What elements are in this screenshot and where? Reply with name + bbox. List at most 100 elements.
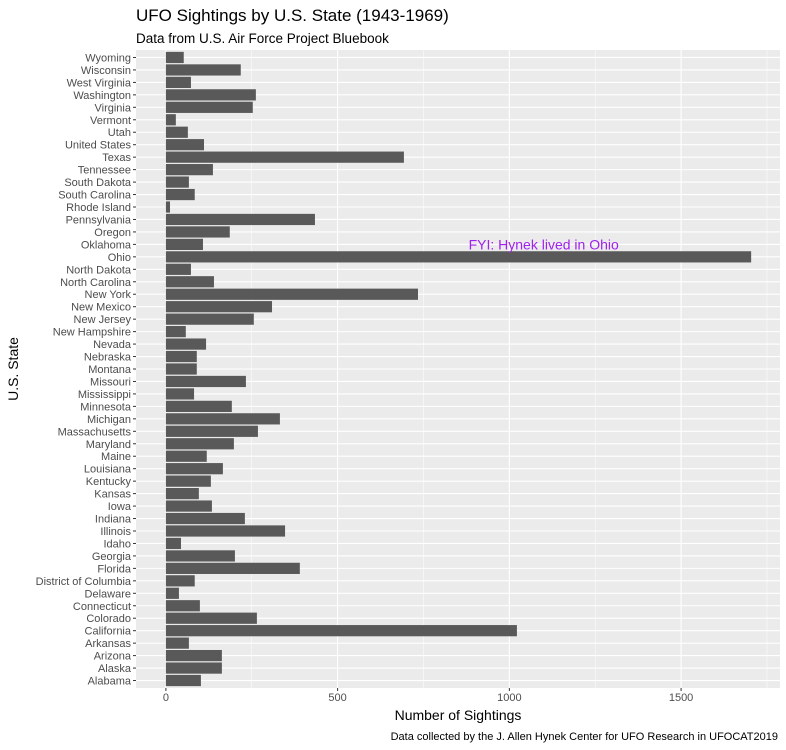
bar-vermont <box>165 114 176 126</box>
y-tick-label: Pennsylvania <box>66 214 132 226</box>
bar-maine <box>165 450 207 462</box>
bar-missouri <box>165 375 246 388</box>
bar-wisconsin <box>165 64 241 76</box>
bar-south-carolina <box>165 188 195 201</box>
y-tick-label: Idaho <box>103 538 131 550</box>
y-tick-label: Ohio <box>108 252 131 264</box>
bar-ohio <box>165 251 752 263</box>
y-tick-label: North Dakota <box>66 264 132 276</box>
bar-district-of-columbia <box>165 575 195 587</box>
annotation: FYI: Hynek lived in Ohio <box>469 236 619 252</box>
y-tick-label: South Dakota <box>64 177 132 189</box>
bar-north-carolina <box>165 276 214 288</box>
y-tick-label: Montana <box>88 364 132 376</box>
bar-illinois <box>165 525 286 537</box>
y-tick-label: West Virginia <box>67 77 132 89</box>
y-tick-label: Louisiana <box>84 464 132 476</box>
y-tick-label: Nevada <box>93 339 132 351</box>
bar-maryland <box>165 438 234 450</box>
bar-tennessee <box>165 164 213 176</box>
y-tick-label: Alaska <box>98 663 132 675</box>
y-tick-label: Wisconsin <box>81 65 131 77</box>
bar-georgia <box>165 550 235 562</box>
bar-kentucky <box>165 475 211 487</box>
caption: Data collected by the J. Allen Hynek Cen… <box>391 731 778 743</box>
bar-california <box>165 625 517 637</box>
y-tick-label: Kansas <box>94 489 131 501</box>
x-tick-label: 1500 <box>669 692 693 704</box>
bar-utah <box>165 126 188 138</box>
y-tick-label: New Jersey <box>74 314 132 326</box>
y-tick-label: Nebraska <box>84 352 132 364</box>
bar-delaware <box>165 587 179 599</box>
y-tick-label: Maryland <box>86 439 131 451</box>
y-tick-label: Florida <box>97 563 132 575</box>
y-tick-label: New York <box>85 289 132 301</box>
bar-new-hampshire <box>165 326 186 338</box>
y-tick-label: Michigan <box>87 414 131 426</box>
y-tick-label: Texas <box>102 152 131 164</box>
chart-title: UFO Sightings by U.S. State (1943-1969) <box>136 6 449 25</box>
y-tick-label: Indiana <box>95 514 132 526</box>
y-tick-label: Washington <box>73 90 131 102</box>
x-axis-label: Number of Sightings <box>395 707 522 723</box>
y-tick-label: Oklahoma <box>81 239 132 251</box>
y-tick-label: Kentucky <box>86 476 132 488</box>
bar-united-states <box>165 139 205 151</box>
y-tick-label: New Hampshire <box>53 327 131 339</box>
bar-minnesota <box>165 400 232 412</box>
bar-wyoming <box>165 51 184 64</box>
bar-florida <box>165 562 300 574</box>
bar-idaho <box>165 537 181 550</box>
x-tick-label: 0 <box>163 692 169 704</box>
bar-new-york <box>165 288 418 300</box>
bar-montana <box>165 363 197 375</box>
bar-oregon <box>165 226 230 238</box>
y-tick-label: Georgia <box>92 551 132 563</box>
bar-new-mexico <box>165 301 273 313</box>
y-axis-label: U.S. State <box>5 337 21 401</box>
chart-subtitle: Data from U.S. Air Force Project Blueboo… <box>136 31 389 46</box>
y-tick-label: Arkansas <box>85 638 131 650</box>
bar-indiana <box>165 512 245 525</box>
bar-kansas <box>165 488 199 500</box>
y-tick-label: Oregon <box>94 227 131 239</box>
bar-new-jersey <box>165 313 254 325</box>
bar-alaska <box>165 662 222 674</box>
y-tick-label: Mississippi <box>78 389 131 401</box>
x-tick-label: 1000 <box>497 692 521 704</box>
y-tick-label: Alabama <box>88 676 132 688</box>
y-tick-label: Rhode Island <box>66 202 131 214</box>
bar-virginia <box>165 101 253 113</box>
y-tick-label: Tennessee <box>78 165 131 177</box>
y-tick-label: Wyoming <box>85 52 131 64</box>
y-tick-label: Illinois <box>100 526 131 538</box>
bar-iowa <box>165 500 212 512</box>
y-tick-label: United States <box>65 140 132 152</box>
bar-alabama <box>165 674 201 687</box>
y-tick-label: New Mexico <box>71 302 131 314</box>
y-tick-label: Colorado <box>86 613 131 625</box>
bar-michigan <box>165 413 280 425</box>
bar-washington <box>165 89 256 101</box>
y-tick-label: Utah <box>108 127 131 139</box>
bar-south-dakota <box>165 176 189 188</box>
bar-texas <box>165 151 404 163</box>
y-tick-label: Connecticut <box>73 601 131 613</box>
bar-oklahoma <box>165 238 203 250</box>
bar-west-virginia <box>165 76 191 89</box>
x-tick-label: 500 <box>328 692 346 704</box>
bar-pennsylvania <box>165 213 315 226</box>
y-tick-label: South Carolina <box>58 190 132 202</box>
y-tick-label: Minnesota <box>80 401 132 413</box>
y-tick-label: Arizona <box>94 651 132 663</box>
y-tick-label: Delaware <box>85 588 131 600</box>
bar-colorado <box>165 612 257 624</box>
bar-connecticut <box>165 600 200 612</box>
y-tick-label: Missouri <box>90 376 131 388</box>
bar-massachusetts <box>165 425 258 437</box>
y-tick-label: Maine <box>101 451 131 463</box>
bar-arkansas <box>165 637 189 649</box>
y-tick-label: Iowa <box>108 501 132 513</box>
